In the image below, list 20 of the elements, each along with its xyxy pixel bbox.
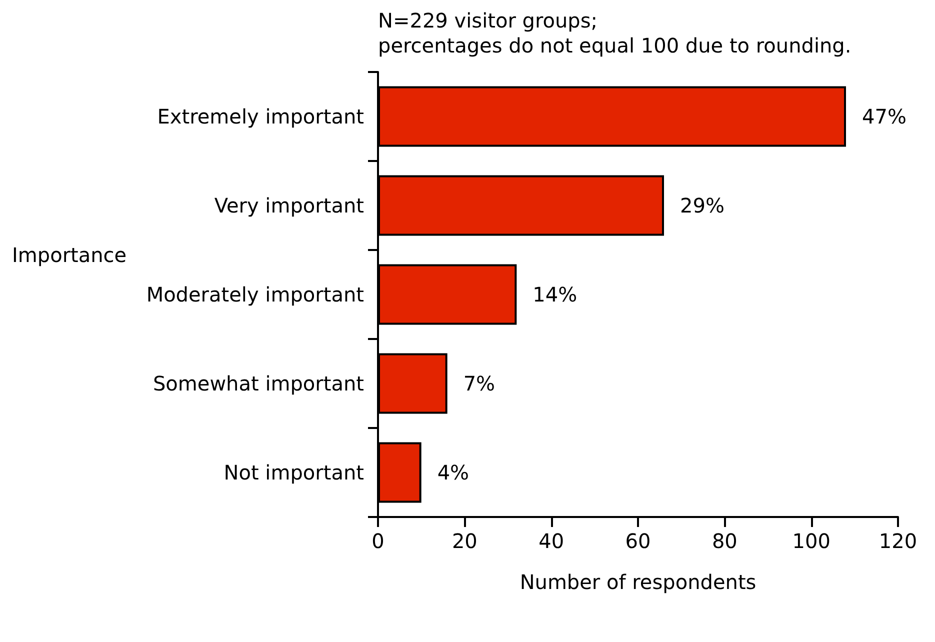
y-tick-label: Extremely important <box>157 104 364 128</box>
y-tick-label: Somewhat important <box>152 372 364 396</box>
x-tick-label: 60 <box>625 529 651 553</box>
y-tick-label: Not important <box>224 460 364 484</box>
x-tick-label: 0 <box>372 529 384 553</box>
annotation: 4% <box>437 460 470 484</box>
text: N=229 visitor groups; percentages do not equal 100 due to rounding. <box>378 8 852 58</box>
y-tick-label: Very important <box>214 194 364 218</box>
annotation: 14% <box>532 282 578 306</box>
annotation: 47% <box>862 104 906 128</box>
annotation: 7% <box>463 372 496 396</box>
x-tick-label: 100 <box>792 529 830 553</box>
y-axis-title: Importance <box>12 243 127 267</box>
x-tick-label: 20 <box>452 529 478 553</box>
x-axis-title: Number of respondents <box>520 570 756 594</box>
x-tick-label: 40 <box>538 529 564 553</box>
annotation: 29% <box>680 194 724 218</box>
y-tick-label: Moderately important <box>146 282 364 306</box>
x-tick-label: 120 <box>878 529 918 553</box>
x-tick-label: 80 <box>712 529 738 553</box>
